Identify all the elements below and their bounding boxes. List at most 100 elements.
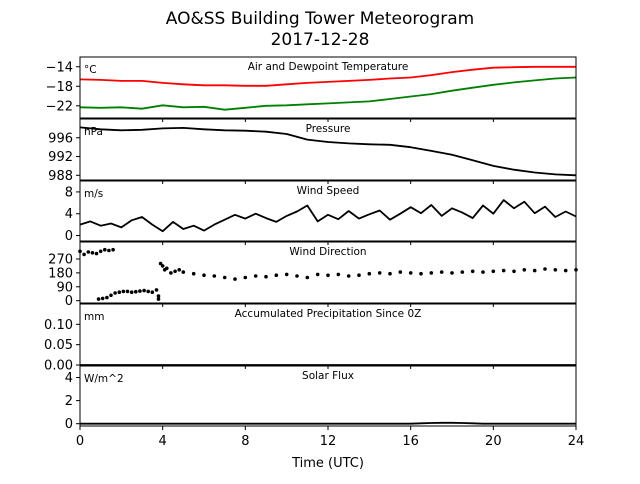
wind_direction-point <box>82 252 86 257</box>
pressure-ytick-label: 996 <box>48 131 73 146</box>
wind_direction-point <box>129 290 134 295</box>
wind_speed-title: Wind Speed <box>297 185 360 197</box>
wind_direction-point <box>470 269 475 274</box>
temperature-ytick-label: −18 <box>46 80 73 95</box>
wind_direction-title: Wind Direction <box>289 246 366 258</box>
wind_direction-point <box>315 272 320 277</box>
wind_direction-point <box>460 270 465 274</box>
wind_direction-point <box>111 247 115 252</box>
wind_speed-unit-label: m/s <box>84 188 103 200</box>
x-tick-label: 16 <box>402 434 419 449</box>
wind_direction-point <box>142 288 146 293</box>
wind_direction-point <box>357 273 361 278</box>
wind_direction-point <box>134 289 138 294</box>
wind_direction-point <box>138 289 142 293</box>
wind_direction-point <box>512 269 516 274</box>
wind_direction-point <box>336 272 341 277</box>
wind_speed-ytick-label: 0 <box>65 229 73 244</box>
solar_flux-ytick-label: 2 <box>65 394 73 409</box>
wind_direction-point <box>253 274 258 278</box>
wind_direction-point <box>233 277 237 281</box>
wind_direction-point <box>94 251 99 256</box>
wind_direction-point <box>388 271 392 276</box>
figure-subtitle: 2017-12-28 <box>271 30 370 50</box>
wind_direction-point <box>150 290 155 295</box>
wind_direction-point <box>105 295 109 300</box>
temperature-series-line <box>79 76 577 111</box>
wind_direction-ytick-label: 180 <box>48 266 73 281</box>
wind_direction-point <box>222 275 227 280</box>
wind_direction-point <box>90 251 95 255</box>
wind_direction-ytick-label: 270 <box>48 252 73 267</box>
panel-precipitation: 0.10 0.05 0.00 Accumulated Precipitation Si… <box>44 303 577 374</box>
wind_direction-point <box>326 273 330 278</box>
wind_direction-point <box>156 297 161 301</box>
x-tick-label: 20 <box>485 434 502 449</box>
wind_direction-point <box>98 249 103 254</box>
pressure-ytick-label: 992 <box>48 150 73 165</box>
precipitation-ytick-label: 0.00 <box>44 359 73 374</box>
solar_flux-unit-label: W/m^2 <box>84 373 124 385</box>
wind_direction-point <box>419 271 423 276</box>
solar_flux-ytick-label: 4 <box>65 371 73 386</box>
wind_direction-point <box>367 271 372 276</box>
x-tick-label: 0 <box>76 434 84 449</box>
x-tick-label: 12 <box>320 434 337 449</box>
x-tick-label: 8 <box>241 434 249 449</box>
temperature-ytick-label: −22 <box>46 99 73 114</box>
wind_direction-point <box>408 271 413 275</box>
wind_direction-point <box>96 297 101 301</box>
wind_direction-point <box>284 272 289 277</box>
panel-temperature: −14 −18 −22 Air and Dewpoint Temperature °C <box>46 56 577 122</box>
wind_direction-point <box>107 248 111 253</box>
wind_direction-point <box>177 268 181 272</box>
x-tick-label: 24 <box>568 434 585 449</box>
wind_direction-point <box>532 268 537 273</box>
wind_direction-point <box>109 293 113 298</box>
wind_direction-point <box>212 274 217 278</box>
wind_direction-point <box>553 268 558 272</box>
wind_speed-series-line <box>79 199 577 233</box>
wind_direction-point <box>121 289 126 294</box>
wind_direction-point <box>491 269 496 274</box>
temperature-series-line <box>79 65 576 87</box>
wind_direction-point <box>243 275 248 280</box>
wind_direction-point <box>563 268 568 273</box>
temperature-unit-label: °C <box>84 64 97 76</box>
temperature-ytick-label: −14 <box>46 60 73 75</box>
solar_flux-series-line <box>80 421 576 425</box>
precipitation-title: Accumulated Precipitation Since 0Z <box>235 308 422 320</box>
wind_direction-point <box>377 271 382 275</box>
wind_direction-ytick-label: 0 <box>65 294 73 309</box>
x-axis: 0 4 8 12 16 20 24 <box>76 434 584 449</box>
wind_direction-point <box>165 266 169 271</box>
wind_direction-point <box>158 261 163 266</box>
wind_direction-point <box>146 289 150 294</box>
wind_direction-point <box>103 247 107 252</box>
pressure-unit-label: hPa <box>84 126 103 138</box>
wind_speed-ytick-label: 8 <box>65 185 73 200</box>
wind_direction-point <box>481 270 485 274</box>
precipitation-ytick-label: 0.05 <box>44 338 73 353</box>
wind_direction-point <box>100 296 105 301</box>
wind_direction-point <box>117 290 122 295</box>
wind_direction-point <box>501 268 506 273</box>
wind_direction-point <box>439 270 444 274</box>
wind_direction-point <box>86 250 91 254</box>
wind_direction-point <box>156 294 161 298</box>
wind_direction-point <box>543 267 547 271</box>
figure-title: AO&SS Building Tower Meteorogram <box>166 9 474 29</box>
wind_direction-ytick-label: 90 <box>56 280 73 295</box>
wind_direction-point <box>274 273 279 278</box>
pressure-series-line <box>79 126 577 177</box>
wind_direction-point <box>522 268 527 272</box>
solar_flux-ytick-label: 0 <box>65 417 73 432</box>
precipitation-ytick-label: 0.10 <box>44 318 73 333</box>
x-tick-label: 4 <box>159 434 167 449</box>
wind_direction-point <box>202 273 206 278</box>
wind_direction-point <box>160 264 165 268</box>
wind_direction-point <box>264 274 268 279</box>
temperature-title: Air and Dewpoint Temperature <box>248 61 409 73</box>
